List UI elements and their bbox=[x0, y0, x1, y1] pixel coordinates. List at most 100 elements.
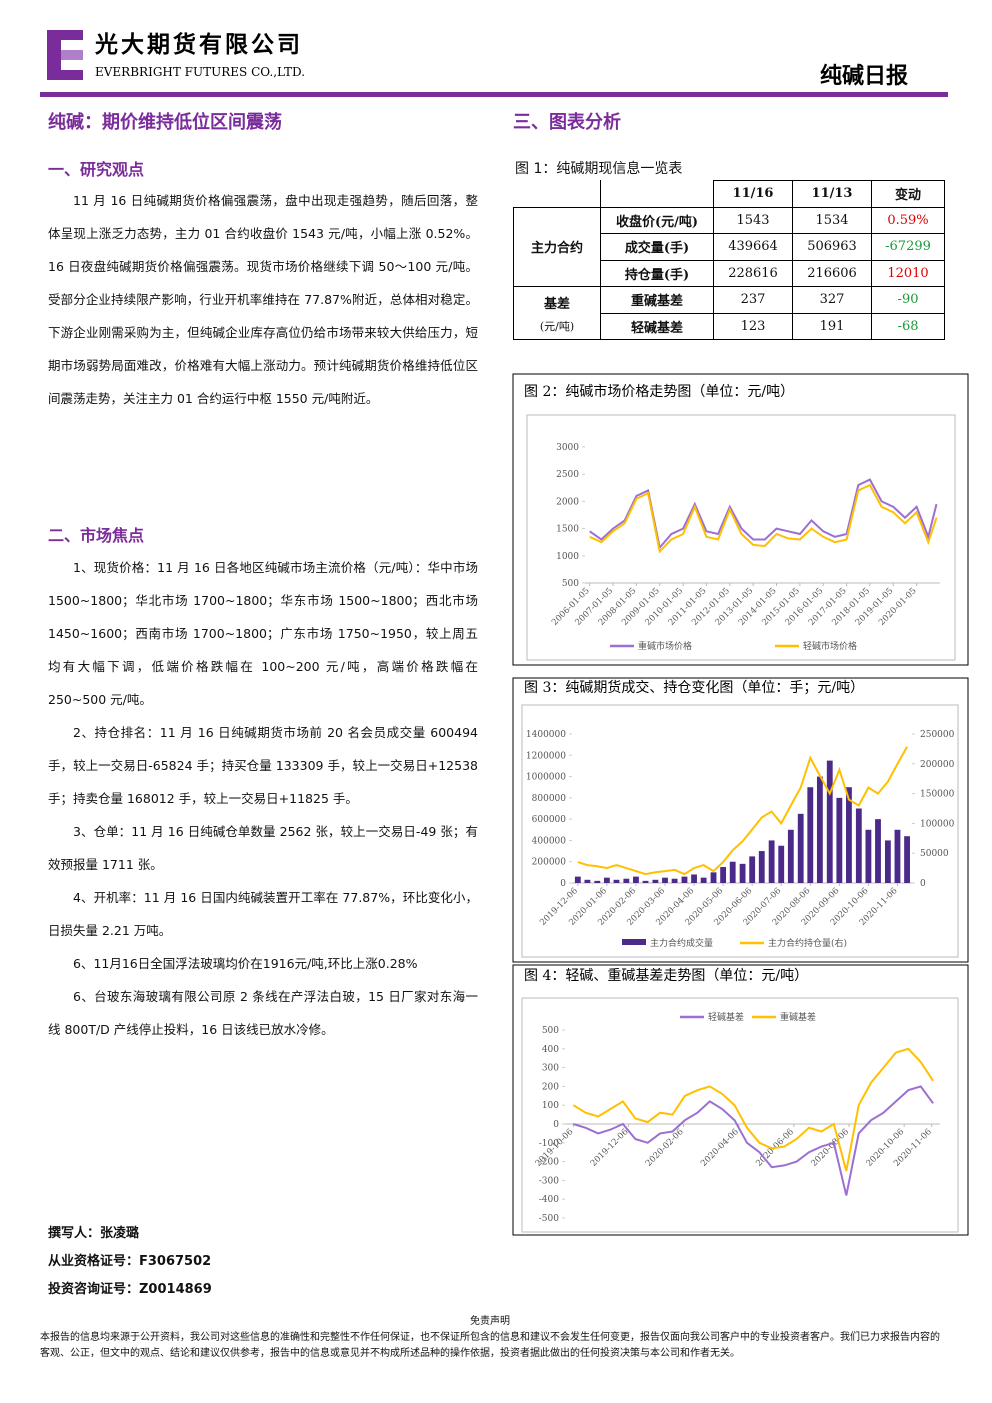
cell: 12010 bbox=[871, 259, 945, 287]
y-tick-label: -100 bbox=[539, 1139, 559, 1149]
bar bbox=[681, 876, 688, 883]
figure-box bbox=[512, 677, 969, 963]
chart-frame bbox=[526, 414, 956, 661]
cell: 327 bbox=[792, 286, 873, 314]
company-en: EVERBRIGHT FUTURES CO.,LTD. bbox=[95, 65, 305, 79]
chart-frame bbox=[521, 704, 959, 958]
bar bbox=[836, 797, 843, 883]
legend-label: 重碱市场价格 bbox=[638, 640, 692, 652]
y-tick-label: 800000 bbox=[532, 794, 567, 804]
section-body: 1、现货价格：11 月 16 日各地区纯碱市场主流价格（元/吨）：华中市场 15… bbox=[48, 551, 478, 1046]
report-name: 纯碱日报 bbox=[820, 63, 908, 89]
bar bbox=[865, 829, 872, 883]
paragraph: 1、现货价格：11 月 16 日各地区纯碱市场主流价格（元/吨）：华中市场 15… bbox=[48, 560, 478, 707]
caption: 图 3：纯碱期货成交、持仓变化图（单位：手；元/吨） bbox=[524, 679, 864, 696]
y-tick-label: 1200000 bbox=[526, 751, 566, 761]
row-label: 持仓量(手) bbox=[600, 259, 714, 287]
line bbox=[572, 1047, 934, 1172]
logo bbox=[61, 30, 83, 40]
cell: -68 bbox=[871, 312, 945, 340]
bar bbox=[662, 877, 668, 883]
y-tick-label: 200000 bbox=[532, 858, 567, 868]
bar bbox=[710, 872, 717, 883]
figure-box bbox=[512, 964, 969, 1236]
heading: 三、图表分析 bbox=[513, 112, 621, 133]
cell: 191 bbox=[792, 312, 873, 340]
cell: 1543 bbox=[712, 206, 794, 234]
y-tick-label: 300 bbox=[542, 1064, 559, 1074]
x-tick-label: 2019-12-06 bbox=[589, 1127, 631, 1169]
paragraph: 2、持仓排名：11 月 16 日纯碱期货市场前 20 名会员成交量 600494… bbox=[48, 725, 478, 806]
y2-tick-label: 100000 bbox=[920, 819, 955, 829]
bar bbox=[603, 877, 610, 883]
bar bbox=[768, 840, 775, 883]
bar bbox=[894, 829, 901, 883]
caption: 图 4：轻碱、重碱基差走势图（单位：元/吨） bbox=[524, 967, 808, 984]
line bbox=[573, 1085, 934, 1196]
legend-label: 重碱基差 bbox=[780, 1011, 816, 1023]
bar bbox=[691, 874, 697, 883]
y-tick-label: -500 bbox=[539, 1214, 559, 1224]
row-label: 轻碱基差 bbox=[600, 312, 714, 340]
y-tick-label: 0 bbox=[553, 1120, 559, 1130]
bar bbox=[758, 851, 765, 883]
paragraph: 4、开机率：11 月 16 日国内纯碱装置开工率在 77.87%，环比变化小，日… bbox=[48, 890, 478, 938]
title: 纯碱：期价维持低位区间震荡 bbox=[48, 112, 282, 133]
bar bbox=[778, 845, 785, 883]
cell: 237 bbox=[712, 286, 794, 314]
cell: 506963 bbox=[792, 233, 873, 261]
y-tick-label: 1500 bbox=[556, 525, 579, 535]
y2-tick-label: 0 bbox=[920, 879, 926, 889]
section-body: 11 月 16 日纯碱期货价格偏强震荡，盘中出现走强趋势，随后回落，整体呈现上涨… bbox=[48, 184, 478, 415]
table: 11/16 11/13 变动 主力合约 收盘价(元/吨) 1543 1534 0.59… bbox=[513, 180, 945, 340]
rule bbox=[40, 92, 948, 97]
bar bbox=[633, 876, 639, 883]
legend-label: 主力合约成交量 bbox=[650, 937, 713, 949]
bar bbox=[623, 878, 630, 883]
y2-tick-label: 50000 bbox=[920, 849, 949, 859]
bar bbox=[671, 878, 678, 883]
y-tick-label: 100 bbox=[542, 1101, 559, 1111]
y2-tick-label: 200000 bbox=[920, 760, 955, 770]
legend-label: 轻碱基差 bbox=[708, 1011, 744, 1023]
disclaimer-text: 本报告的信息均来源于公开资料，我公司对这些信息的准确性和完整性不作任何保证，也不… bbox=[40, 1332, 940, 1359]
heading: 一、研究观点 bbox=[48, 160, 145, 179]
y-tick-label: 1400000 bbox=[526, 730, 566, 740]
disclaimer-title: 免责声明 bbox=[470, 1316, 510, 1327]
line bbox=[577, 746, 908, 876]
bar bbox=[787, 829, 794, 883]
y-tick-label: 400000 bbox=[532, 836, 567, 846]
company: 光大期货有限公司 bbox=[94, 31, 303, 58]
y-tick-label: 600000 bbox=[532, 815, 567, 825]
col-header: 11/13 bbox=[792, 180, 873, 208]
col-header: 变动 bbox=[871, 180, 945, 208]
y-tick-label: 1000 bbox=[556, 552, 579, 562]
bar bbox=[642, 880, 649, 883]
row-label: 收盘价(元/吨) bbox=[600, 206, 714, 234]
authors: 撰写人：张凌璐 从业资格证号：F3067502 投资咨询证号：Z0014869 bbox=[48, 1220, 212, 1304]
x-tick-label: 2020-04-06 bbox=[699, 1127, 741, 1169]
bar bbox=[594, 880, 601, 883]
logo bbox=[61, 50, 83, 60]
bar bbox=[826, 760, 833, 883]
group-unit: (元/吨) bbox=[539, 319, 575, 333]
y-tick-label: 200 bbox=[542, 1082, 559, 1092]
bar bbox=[846, 787, 852, 883]
y-tick-label: 500 bbox=[562, 579, 579, 589]
bar bbox=[807, 787, 814, 883]
logo bbox=[61, 70, 83, 80]
bar bbox=[584, 879, 591, 883]
caption: 图 2：纯碱市场价格走势图（单位：元/吨） bbox=[524, 383, 794, 400]
group-name: 基差 bbox=[543, 296, 570, 312]
line bbox=[589, 483, 938, 554]
cell: 439664 bbox=[712, 233, 794, 261]
bar bbox=[613, 879, 620, 883]
bar bbox=[720, 867, 727, 883]
bar bbox=[797, 813, 804, 883]
disclaimer: 免责声明 本报告的信息均来源于公开资料，我公司对这些信息的准确性和完整性不作任何… bbox=[40, 1314, 940, 1362]
y-tick-label: 500 bbox=[542, 1026, 559, 1036]
legend-swatch bbox=[622, 939, 646, 945]
cell: 0.59% bbox=[871, 206, 945, 234]
bar bbox=[855, 808, 862, 883]
